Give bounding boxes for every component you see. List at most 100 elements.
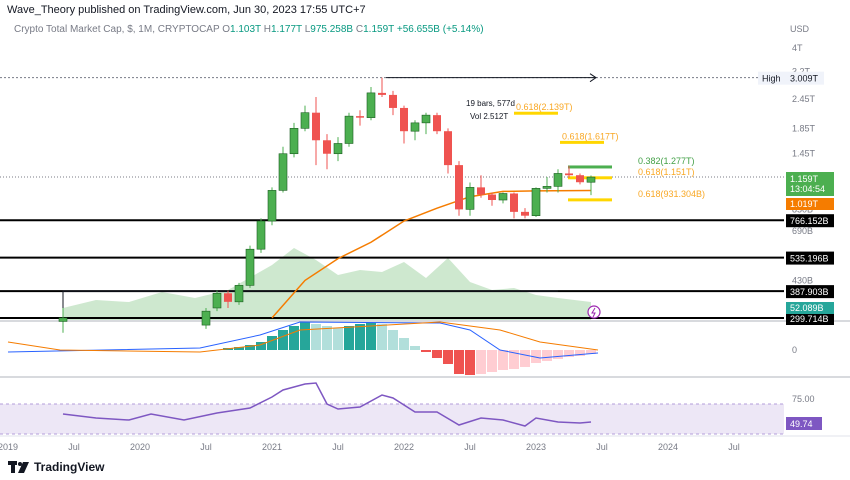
macd-pane[interactable] bbox=[7, 321, 599, 375]
high-tag-value: 3.009T bbox=[790, 74, 819, 84]
fib-level-line bbox=[560, 140, 604, 144]
fib-level-line bbox=[568, 165, 612, 169]
candle bbox=[245, 248, 255, 286]
measure-arrow bbox=[589, 73, 597, 83]
macd-bar bbox=[377, 324, 387, 350]
signal-line bbox=[7, 321, 599, 353]
price-tick-label: 690B bbox=[792, 226, 813, 236]
high-tag-label: High bbox=[762, 74, 781, 84]
macd-bar bbox=[388, 330, 398, 350]
symbol-name: Crypto Total Market Cap, $, 1M, CRYPTOCA… bbox=[14, 24, 220, 35]
time-tick-label: 2021 bbox=[262, 442, 282, 452]
tradingview-icon bbox=[8, 461, 29, 473]
macd-bar bbox=[245, 345, 255, 350]
close-value: 1.159T bbox=[363, 24, 395, 35]
level-tag-bg bbox=[786, 214, 834, 228]
time-axis[interactable]: 2019 Jul 2020 Jul 2021 Jul 2022 Jul 2023 Jul 2024 J… bbox=[0, 442, 740, 452]
candle bbox=[389, 94, 397, 108]
time-tick-label: 2022 bbox=[394, 442, 414, 452]
last-price-countdown: 13:04:54 bbox=[790, 184, 825, 194]
candle bbox=[488, 194, 496, 201]
candle bbox=[267, 190, 277, 222]
candle bbox=[531, 188, 541, 217]
macd-zero-label: 0 bbox=[792, 345, 797, 355]
candle bbox=[58, 317, 68, 322]
candle bbox=[477, 187, 485, 195]
candle bbox=[278, 153, 288, 191]
macd-bar bbox=[487, 350, 497, 372]
level-tag-value: 387.903B bbox=[790, 287, 829, 297]
fib-level-label: 0.618(931.304B) bbox=[638, 189, 705, 199]
open-label: O bbox=[222, 24, 231, 35]
time-tick-label: 2019 bbox=[0, 442, 18, 452]
measure-bars-label: 19 bars, 577d bbox=[466, 99, 515, 108]
symbol-legend: Crypto Total Market Cap, $, 1M, CRYPTOCA… bbox=[14, 24, 484, 35]
price-tick-label: 1.45T bbox=[792, 149, 816, 159]
candle bbox=[421, 114, 431, 124]
macd-bar bbox=[575, 350, 585, 356]
low-label: L bbox=[304, 24, 311, 35]
rsi-tag-bg bbox=[786, 417, 822, 430]
alert-icon-bolt bbox=[591, 307, 596, 318]
time-tick-label: Jul bbox=[596, 442, 608, 452]
candle bbox=[366, 92, 376, 118]
time-tick-label: 2020 bbox=[130, 442, 150, 452]
close-label: C bbox=[355, 24, 364, 35]
price-axis[interactable]: USD4T3.2T2.45T1.85T1.45T850B690B430BHigh… bbox=[758, 24, 834, 430]
level-tag-bg bbox=[786, 312, 834, 325]
high-value: 1.177T bbox=[270, 24, 302, 35]
volume-tag-value: 52.089B bbox=[790, 303, 824, 313]
tradingview-logo[interactable]: TradingView bbox=[8, 460, 104, 474]
macd-bar bbox=[289, 326, 299, 350]
price-tick-label: 3.2T bbox=[792, 66, 811, 76]
alert-icon bbox=[587, 305, 601, 319]
level-tag-bg bbox=[786, 251, 834, 265]
fib-level-label: 0.618(1.617T) bbox=[562, 131, 619, 141]
macd-bar bbox=[509, 350, 519, 369]
candle bbox=[455, 165, 463, 210]
macd-bar bbox=[399, 338, 409, 350]
candle bbox=[201, 310, 211, 326]
brand-label: TradingView bbox=[34, 460, 105, 474]
candle bbox=[410, 122, 420, 132]
macd-bar bbox=[520, 350, 530, 367]
candle bbox=[212, 292, 222, 309]
macd-line bbox=[7, 321, 599, 359]
macd-bar bbox=[443, 350, 453, 364]
candle bbox=[289, 128, 299, 155]
rsi-pane[interactable] bbox=[62, 382, 592, 427]
macd-bar bbox=[366, 323, 376, 350]
time-tick-label: 2024 bbox=[658, 442, 678, 452]
macd-bar bbox=[410, 346, 420, 350]
candle bbox=[565, 173, 573, 176]
high-tag-bg bbox=[758, 71, 824, 85]
price-tick-label: 4T bbox=[792, 43, 803, 53]
time-tick-label: Jul bbox=[464, 442, 476, 452]
candle bbox=[553, 173, 563, 187]
candle bbox=[498, 193, 508, 201]
candle bbox=[312, 112, 320, 141]
macd-bar bbox=[256, 342, 266, 350]
macd-bar bbox=[586, 350, 596, 354]
macd-bar bbox=[432, 350, 442, 358]
candle bbox=[433, 115, 441, 132]
candle bbox=[344, 115, 354, 144]
high-label: H bbox=[263, 24, 271, 35]
time-tick-label: 2023 bbox=[526, 442, 546, 452]
macd-bar bbox=[333, 328, 343, 350]
price-pane[interactable]: 0.618(2.139T)0.618(1.617T)0.382(1.277T)0… bbox=[0, 73, 784, 333]
change-value: +56.655B (+5.14%) bbox=[396, 24, 484, 35]
ema-line bbox=[271, 189, 592, 319]
volume-area bbox=[63, 248, 591, 320]
candle bbox=[521, 211, 529, 216]
macd-bar bbox=[344, 326, 354, 350]
candle bbox=[444, 131, 452, 166]
candle bbox=[356, 116, 364, 118]
level-tag-value: 299.714B bbox=[790, 314, 829, 324]
macd-bar bbox=[234, 347, 244, 350]
candle bbox=[542, 186, 552, 189]
macd-bar bbox=[322, 326, 332, 350]
price-tick-label: 2.45T bbox=[792, 94, 816, 104]
time-tick-label: Jul bbox=[68, 442, 80, 452]
